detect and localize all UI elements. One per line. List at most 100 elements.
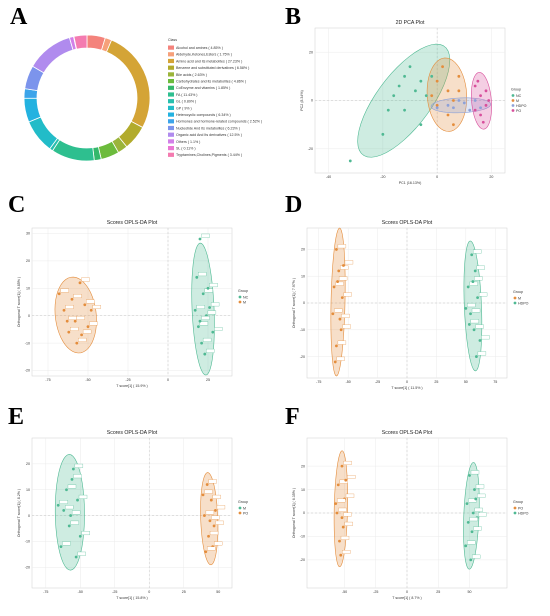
sample-point xyxy=(331,312,335,316)
legend-label: GL ( 0.89% ) xyxy=(176,100,196,104)
opls-da-chart-f: -50 -25 0 25 50 -20 -10 0 10 20 Scores OPLS-DA Plo… xyxy=(292,430,529,600)
legend-marker xyxy=(238,511,242,515)
legend-title: Group xyxy=(513,290,523,294)
legend-label: GP ( 9% ) xyxy=(176,106,192,110)
legend-label: Alcohol and amines ( 4.85% ) xyxy=(176,46,223,50)
y-tick-label: 0 xyxy=(303,301,305,305)
chart-title: Scores OPLS-DA Plot xyxy=(107,220,158,226)
sample-point xyxy=(201,493,205,497)
sample-point xyxy=(203,352,207,356)
sample-label-box xyxy=(478,512,487,517)
sample-point xyxy=(468,108,472,112)
legend-label: SL ( 0.11% ) xyxy=(176,147,196,151)
sample-label-box xyxy=(338,276,348,281)
legend-marker xyxy=(238,295,242,299)
legend-label: FA ( 11.43% ) xyxy=(176,93,198,97)
sample-label-box xyxy=(470,470,480,475)
x-tick-label: 0 xyxy=(436,175,438,179)
y-tick-label: 0 xyxy=(303,511,305,515)
sample-label-box xyxy=(214,326,223,331)
sample-label-box xyxy=(345,493,355,498)
sample-label-box xyxy=(476,265,485,270)
y-tick-label: 10 xyxy=(301,488,305,492)
x-tick-label: -25 xyxy=(373,590,378,594)
sample-point xyxy=(83,303,87,307)
sample-point xyxy=(471,280,475,283)
sample-point xyxy=(419,123,423,127)
sample-label-box xyxy=(204,489,213,494)
sample-point xyxy=(71,467,75,471)
sample-label-box xyxy=(209,531,219,536)
sample-point xyxy=(392,94,396,98)
sample-point xyxy=(335,511,339,515)
legend-title: Group xyxy=(511,88,521,92)
sample-point xyxy=(336,483,340,487)
x-tick-label: 0 xyxy=(167,378,169,382)
legend-title: Group xyxy=(513,500,523,504)
sample-label-box xyxy=(65,505,74,510)
x-tick-label: 50 xyxy=(468,590,472,594)
legend-marker xyxy=(511,94,515,97)
y-tick-label: 20 xyxy=(26,259,30,263)
sample-point xyxy=(435,106,439,110)
legend-label: Heterocyclic compounds ( 6.34% ) xyxy=(176,113,231,117)
x-axis-label: T score[1] ( 15.9% ) xyxy=(116,384,148,388)
legend-swatch xyxy=(168,146,174,151)
y-axis-label: Orthogonal T score[1] ( 7.97% ) xyxy=(292,278,296,328)
y-tick-label: 10 xyxy=(301,274,305,278)
class-donut-chart: Class Alcohol and amines ( 4.85% ) Aldehyd… xyxy=(23,34,262,162)
x-tick-label: 50 xyxy=(464,380,468,384)
chart-title: Scores OPLS-DA Plot xyxy=(382,430,433,436)
sample-point xyxy=(484,103,488,107)
chart-title: Scores OPLS-DA Plot xyxy=(107,430,158,436)
sample-label-box xyxy=(474,507,483,512)
sample-point xyxy=(452,106,455,110)
sample-label-box xyxy=(198,272,207,277)
legend-swatch xyxy=(168,92,174,97)
legend-marker xyxy=(511,104,515,107)
legend-swatch xyxy=(168,45,174,50)
sample-point xyxy=(430,74,434,78)
x-tick-label: 25 xyxy=(436,590,440,594)
sample-label-box xyxy=(202,337,212,342)
x-tick-label: -20 xyxy=(380,175,385,179)
legend-label: Organic acid And Its derivatives ( 12.5%… xyxy=(176,133,242,137)
sample-point xyxy=(344,478,348,482)
y-axis-label: Orthogonal T score[1] ( 8.2% ) xyxy=(17,489,21,537)
legend-label: M xyxy=(518,296,521,300)
legend-marker xyxy=(513,301,517,305)
sample-point xyxy=(338,539,341,543)
chart-title: 2D PCA Plot xyxy=(396,20,425,26)
sample-point xyxy=(472,328,476,332)
sample-point xyxy=(473,108,477,112)
sample-point xyxy=(465,502,469,506)
sample-label-box xyxy=(74,463,84,468)
sample-label-box xyxy=(344,521,353,526)
legend-swatch xyxy=(168,125,174,131)
y-tick-label: -20 xyxy=(25,369,30,373)
legend-marker xyxy=(513,511,517,515)
sample-label-box xyxy=(475,324,484,329)
chart-title: Scores OPLS-DA Plot xyxy=(382,220,433,226)
sample-point xyxy=(334,502,338,506)
sample-label-box xyxy=(207,546,216,551)
y-tick-label: 0 xyxy=(28,514,30,518)
sample-label-box xyxy=(474,276,483,281)
sample-label-box xyxy=(215,520,224,525)
y-tick-label: 20 xyxy=(301,248,305,252)
sample-point xyxy=(471,511,475,515)
sample-point xyxy=(470,530,474,534)
y-tick-label: -10 xyxy=(300,328,305,332)
donut-slice xyxy=(28,116,58,150)
legend-label: Bile acids ( 2.63% ) xyxy=(176,73,207,77)
sample-point xyxy=(475,355,478,358)
sample-point xyxy=(386,108,390,112)
x-tick-label: -50 xyxy=(346,380,351,384)
sample-point xyxy=(473,269,477,273)
x-axis-label: T score[1] ( 15.8% ) xyxy=(116,596,148,600)
legend-label: Nucleotide And Its metabolites ( 6.23% ) xyxy=(176,126,240,130)
sample-point xyxy=(211,330,215,334)
x-tick-label: -75 xyxy=(45,378,50,382)
sample-point xyxy=(341,525,345,529)
sample-point xyxy=(473,84,477,88)
